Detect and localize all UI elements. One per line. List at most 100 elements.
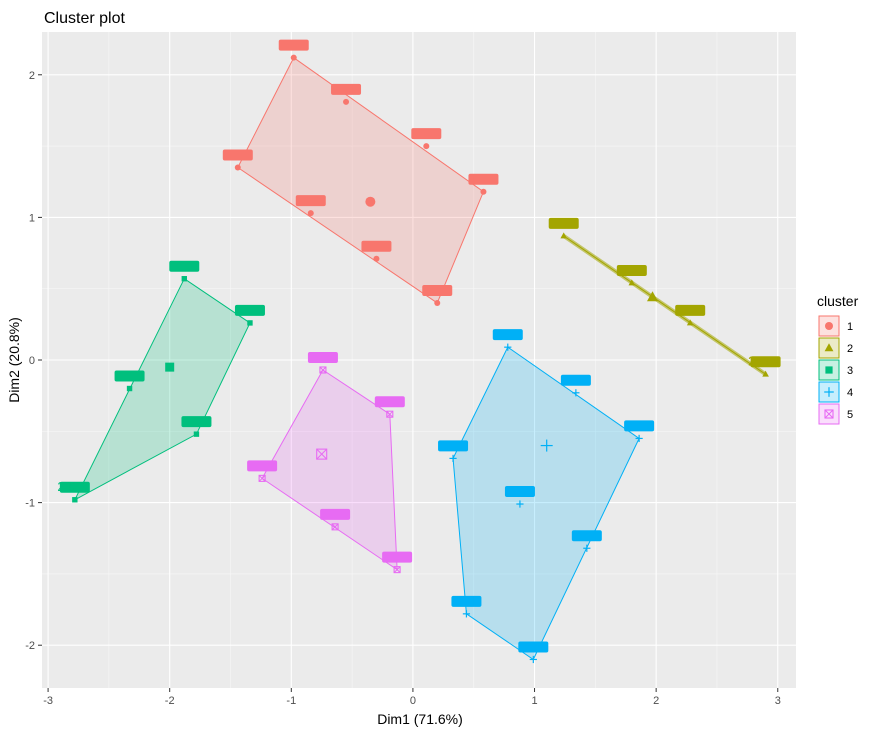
legend-marker: [825, 366, 833, 374]
data-point: [193, 431, 200, 437]
overlapping-point-labels: [278, 39, 309, 51]
data-point: [686, 319, 694, 326]
cluster-hull-4: [452, 346, 640, 661]
data-point: [449, 454, 457, 462]
x-tick-label: 3: [775, 695, 781, 707]
legend-label: 3: [847, 365, 853, 377]
overlapping-point-labels: [422, 284, 453, 296]
overlapping-point-labels: [234, 304, 265, 316]
y-tick-label: 2: [29, 70, 35, 82]
legend-item: 5: [818, 403, 853, 425]
data-point: [635, 434, 643, 443]
data-point: [583, 544, 591, 552]
overlapping-point-labels: [320, 508, 351, 520]
x-tick-label: 2: [653, 695, 659, 707]
overlapping-point-labels: [571, 530, 602, 542]
legend-marker: [824, 343, 834, 352]
data-point: [373, 255, 380, 262]
overlapping-point-labels: [247, 460, 278, 472]
overlapping-point-labels: [331, 83, 362, 95]
cluster-hull-edge-2: [563, 235, 766, 375]
data-point: [247, 320, 253, 326]
data-point: [393, 566, 401, 574]
y-tick-label: 0: [29, 355, 35, 367]
data-point: [628, 279, 636, 286]
legend-label: 1: [847, 321, 853, 333]
legend-marker: [825, 322, 833, 330]
legend-item: 4: [818, 381, 853, 403]
x-tick-label: -1: [286, 695, 296, 707]
overlapping-point-labels: [548, 217, 579, 229]
legend-label: 2: [847, 343, 853, 355]
overlapping-point-labels: [361, 240, 392, 252]
data-point: [126, 385, 133, 392]
data-point: [516, 500, 524, 508]
overlapping-point-labels: [468, 173, 499, 185]
legend-item: 3: [818, 359, 853, 381]
overlapping-point-labels: [169, 260, 200, 272]
overlapping-point-labels: [492, 329, 523, 341]
overlapping-point-labels: [222, 149, 253, 161]
overlapping-point-labels: [451, 595, 482, 607]
overlapping-point-labels: [675, 304, 706, 316]
overlapping-point-labels: [616, 264, 647, 276]
point-label: 2422: [57, 479, 86, 494]
overlapping-point-labels: [59, 481, 90, 493]
cluster-center: [540, 439, 553, 452]
overlapping-point-labels: [307, 351, 338, 363]
data-point: [343, 98, 350, 105]
y-axis-label: Dim2 (20.8%): [6, 317, 22, 403]
data-point: [290, 54, 297, 61]
data-point: [234, 164, 241, 171]
cluster-center: [646, 291, 658, 302]
cluster-center: [165, 362, 175, 372]
cluster-points: 2595 2422: [57, 39, 781, 664]
data-point: [462, 610, 471, 618]
overlapping-point-labels: [411, 128, 442, 140]
x-tick-label: -3: [43, 695, 53, 707]
y-tick-label: -2: [25, 640, 35, 652]
data-point: [529, 655, 537, 664]
legend: cluster 1 2 3 4 5: [817, 293, 859, 425]
x-tick-label: 1: [531, 695, 537, 707]
data-point: [560, 232, 568, 239]
cluster-center: [365, 196, 376, 207]
data-point: [181, 276, 187, 282]
data-point: [434, 299, 441, 306]
legend-marker: [824, 409, 834, 419]
legend-label: 5: [847, 409, 853, 421]
data-point: [258, 474, 266, 482]
y-tick-label: -1: [25, 498, 35, 510]
data-point: [480, 188, 487, 195]
legend-marker: [824, 387, 834, 397]
overlapping-point-labels: [518, 641, 549, 653]
overlapping-point-labels: [438, 440, 469, 452]
point-label: 2595: [748, 353, 777, 368]
data-point: [319, 366, 327, 374]
data-point: [423, 143, 430, 150]
x-tick-label: 0: [410, 695, 416, 707]
x-tick-label: -2: [165, 695, 175, 707]
overlapping-point-labels: [382, 551, 413, 563]
cluster-hulls: [73, 56, 767, 661]
data-point: [504, 343, 512, 351]
overlapping-point-labels: [504, 486, 535, 498]
chart-title: Cluster plot: [44, 10, 125, 27]
overlapping-point-labels: [624, 420, 655, 432]
legend-label: 4: [847, 387, 853, 399]
data-point: [762, 370, 769, 377]
overlapping-point-labels: [560, 374, 591, 386]
overlapping-point-labels: [295, 195, 326, 207]
overlapping-point-labels: [114, 370, 145, 382]
cluster-center: [316, 448, 328, 460]
data-point: [307, 210, 314, 217]
legend-item: 1: [818, 315, 853, 337]
x-axis-label: Dim1 (71.6%): [377, 711, 463, 727]
legend-title: cluster: [817, 293, 859, 309]
legend-item: 2: [818, 337, 853, 359]
overlapping-point-labels: [181, 416, 212, 428]
data-point: [72, 497, 78, 503]
data-point: [331, 523, 339, 531]
axes: -3 -2 -1 0 1 2 3 -2 -1 0 1 2: [25, 70, 781, 707]
